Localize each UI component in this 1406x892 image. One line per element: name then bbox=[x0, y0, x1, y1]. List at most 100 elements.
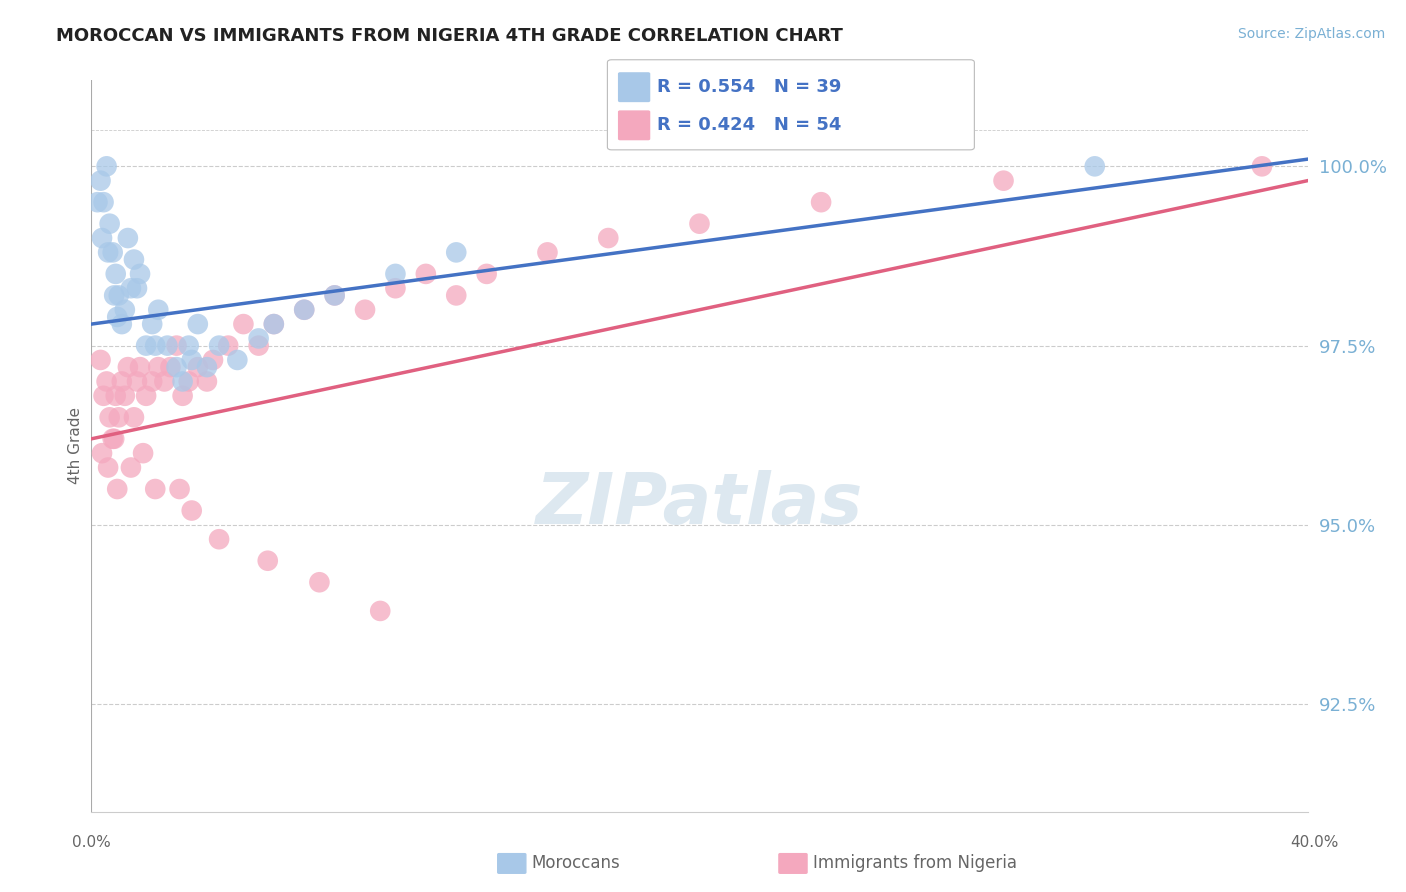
Point bbox=[86, 195, 108, 210]
Point bbox=[187, 317, 209, 331]
Point bbox=[202, 353, 225, 368]
Point bbox=[536, 245, 558, 260]
Point bbox=[104, 267, 127, 281]
Point bbox=[111, 375, 134, 389]
Text: R = 0.424   N = 54: R = 0.424 N = 54 bbox=[657, 116, 841, 135]
Point bbox=[104, 389, 127, 403]
Point bbox=[91, 446, 114, 460]
Point bbox=[148, 302, 170, 317]
Y-axis label: 4th Grade: 4th Grade bbox=[67, 408, 83, 484]
Point bbox=[177, 338, 200, 352]
Point bbox=[1251, 159, 1274, 173]
Point bbox=[169, 482, 191, 496]
Point bbox=[247, 331, 270, 345]
Point bbox=[368, 604, 391, 618]
Point bbox=[688, 217, 710, 231]
Point bbox=[105, 482, 128, 496]
Point bbox=[195, 360, 218, 375]
Point bbox=[148, 360, 170, 375]
Point bbox=[97, 245, 120, 260]
Point bbox=[292, 302, 315, 317]
Point bbox=[135, 389, 157, 403]
Text: R = 0.554   N = 39: R = 0.554 N = 39 bbox=[657, 78, 841, 96]
Point bbox=[475, 267, 498, 281]
Point bbox=[114, 302, 136, 317]
Point bbox=[217, 338, 239, 352]
Point bbox=[97, 460, 120, 475]
Text: MOROCCAN VS IMMIGRANTS FROM NIGERIA 4TH GRADE CORRELATION CHART: MOROCCAN VS IMMIGRANTS FROM NIGERIA 4TH … bbox=[56, 27, 844, 45]
Point bbox=[96, 375, 118, 389]
Text: 40.0%: 40.0% bbox=[1291, 836, 1339, 850]
Point bbox=[256, 554, 278, 568]
Point bbox=[89, 353, 111, 368]
Point bbox=[107, 410, 129, 425]
Point bbox=[143, 482, 166, 496]
Point bbox=[308, 575, 330, 590]
Point bbox=[166, 338, 188, 352]
Point bbox=[122, 252, 145, 267]
Point bbox=[180, 353, 202, 368]
Point bbox=[103, 432, 125, 446]
Point bbox=[195, 375, 218, 389]
Point bbox=[180, 503, 202, 517]
Point bbox=[810, 195, 832, 210]
Point bbox=[323, 288, 346, 302]
Point bbox=[226, 353, 249, 368]
Point bbox=[415, 267, 437, 281]
Point bbox=[117, 360, 139, 375]
Point bbox=[141, 317, 163, 331]
Text: 0.0%: 0.0% bbox=[72, 836, 111, 850]
Point bbox=[1084, 159, 1107, 173]
Point bbox=[111, 317, 134, 331]
Point bbox=[125, 281, 148, 295]
Point bbox=[993, 174, 1015, 188]
Text: Immigrants from Nigeria: Immigrants from Nigeria bbox=[813, 855, 1017, 872]
Point bbox=[101, 245, 124, 260]
Point bbox=[232, 317, 254, 331]
Point bbox=[263, 317, 285, 331]
Point bbox=[132, 446, 155, 460]
Point bbox=[156, 338, 179, 352]
Point bbox=[247, 338, 270, 352]
Point bbox=[125, 375, 148, 389]
Point bbox=[122, 410, 145, 425]
Point bbox=[135, 338, 157, 352]
Point bbox=[143, 338, 166, 352]
Point bbox=[120, 460, 142, 475]
Point bbox=[263, 317, 285, 331]
Point bbox=[177, 375, 200, 389]
Point bbox=[187, 360, 209, 375]
Text: ZIPatlas: ZIPatlas bbox=[536, 470, 863, 539]
Point bbox=[107, 288, 129, 302]
Point bbox=[208, 338, 231, 352]
Point bbox=[120, 281, 142, 295]
Point bbox=[444, 288, 467, 302]
Point bbox=[96, 159, 118, 173]
Point bbox=[292, 302, 315, 317]
Point bbox=[129, 267, 152, 281]
Point bbox=[444, 245, 467, 260]
Point bbox=[384, 267, 406, 281]
Point bbox=[159, 360, 181, 375]
Point bbox=[114, 389, 136, 403]
Point bbox=[105, 310, 128, 324]
Point bbox=[93, 195, 115, 210]
Point bbox=[598, 231, 620, 245]
Point bbox=[101, 432, 124, 446]
Point bbox=[89, 174, 111, 188]
Point bbox=[98, 410, 121, 425]
Point bbox=[172, 389, 194, 403]
Point bbox=[93, 389, 115, 403]
Point bbox=[141, 375, 163, 389]
Point bbox=[354, 302, 377, 317]
Point bbox=[129, 360, 152, 375]
Point bbox=[103, 288, 125, 302]
Point bbox=[323, 288, 346, 302]
Point bbox=[91, 231, 114, 245]
Point bbox=[208, 533, 231, 547]
Point bbox=[384, 281, 406, 295]
Point bbox=[153, 375, 176, 389]
Text: Source: ZipAtlas.com: Source: ZipAtlas.com bbox=[1237, 27, 1385, 41]
Point bbox=[166, 360, 188, 375]
Point bbox=[98, 217, 121, 231]
